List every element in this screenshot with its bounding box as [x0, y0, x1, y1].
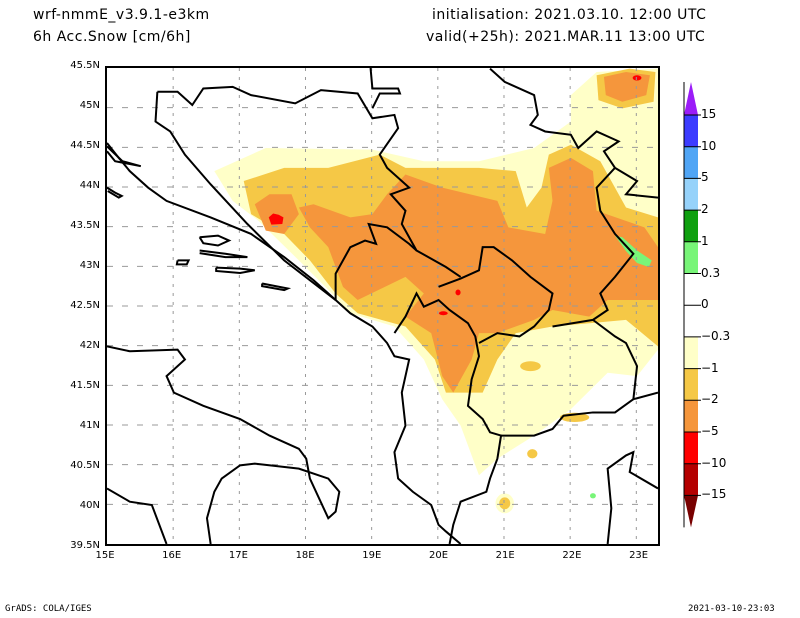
lon-label: 21E [495, 550, 515, 561]
colorbar-label: 15 [701, 107, 717, 121]
snow-area-extreme [455, 289, 461, 296]
island [107, 188, 122, 198]
colorbar-label: 10 [701, 138, 717, 153]
lat-label: 40.5N [70, 460, 100, 471]
colorbar-label: 1 [701, 233, 709, 248]
snow-map [105, 66, 660, 546]
snow-area-heavy [298, 157, 658, 393]
lat-label: 42.5N [70, 300, 100, 311]
adriatic-east-coast [107, 143, 461, 544]
colorbar-segment [684, 210, 698, 242]
island [177, 260, 189, 264]
border-serbia-hungary [371, 68, 400, 108]
snow-field [214, 68, 658, 514]
lon-label: 15E [95, 550, 115, 561]
lon-label: 17E [228, 550, 248, 561]
lon-label: 22E [562, 550, 582, 561]
colorbar-segment [684, 336, 698, 369]
colorbar-label: −2 [701, 392, 719, 407]
lat-label: 41.5N [70, 380, 100, 391]
colorbar [683, 82, 701, 528]
lat-label: 45N [79, 100, 100, 111]
border-macedonia-greece [593, 320, 658, 399]
lon-label: 16E [162, 550, 182, 561]
coastlines-borders [107, 68, 658, 544]
italy-heel-coast [107, 488, 167, 544]
colorbar-label: 2 [701, 202, 709, 217]
colorbar-label: 0.3 [701, 265, 721, 280]
lon-label: 19E [362, 550, 382, 561]
border-montenegro [336, 224, 417, 300]
snow-area-extreme [632, 75, 642, 81]
footer-timestamp: 2021-03-10-23:03 [688, 604, 775, 614]
colorbar-segment [684, 305, 698, 337]
colorbar-segment [684, 115, 698, 147]
snow-spot [499, 497, 511, 510]
border-croatia-bosnia [157, 87, 460, 277]
island [216, 268, 255, 273]
snow-area-extreme [438, 311, 448, 316]
colorbar-segment [684, 400, 698, 432]
colorbar-segment [684, 178, 698, 211]
colorbar-label: −15 [701, 487, 727, 502]
border-greece-north [501, 399, 633, 435]
snow-area-extreme [268, 213, 284, 225]
border-kosovo [439, 247, 553, 343]
colorbar-segment [684, 432, 698, 464]
lon-label: 18E [295, 550, 315, 561]
lat-label: 43.5N [70, 220, 100, 231]
model-title: wrf-nmmE_v3.9.1-e3km [33, 7, 210, 23]
snow-area-heavy-west [254, 194, 299, 234]
border-bulgaria [553, 168, 634, 327]
colorbar-segment [684, 146, 698, 179]
border-albania-north [394, 293, 501, 544]
colorbar-segment [684, 368, 698, 401]
island [262, 284, 288, 291]
footer-credit: GrADS: COLA/IGES [5, 604, 92, 614]
colorbar-arrow-top [684, 82, 698, 115]
island [200, 236, 229, 246]
init-time: initialisation: 2021.03.10. 12:00 UTC [432, 7, 707, 23]
colorbar-label: −1 [701, 360, 719, 375]
colorbar-label: 5 [701, 170, 709, 185]
italy-coast [107, 346, 339, 544]
snow-spot [527, 449, 538, 459]
colorbar-segment [684, 273, 698, 306]
lon-label: 20E [428, 550, 449, 561]
lat-label: 39.5N [70, 540, 100, 551]
border-serbia-east [490, 69, 658, 198]
colorbar-label: −10 [701, 455, 727, 470]
colorbar-arrow-bottom [684, 495, 698, 528]
colorbar-segment [684, 241, 698, 274]
colorbar-label: −0.3 [701, 328, 731, 343]
snow-spot [520, 361, 541, 372]
colorbar-label: 0 [701, 297, 709, 312]
lat-label: 44.5N [70, 140, 100, 151]
lat-label: 42N [79, 340, 100, 351]
colorbar-segment [684, 463, 698, 496]
map-canvas [107, 68, 658, 544]
field-title: 6h Acc.Snow [cm/6h] [33, 29, 191, 45]
lon-label: 23E [629, 550, 649, 561]
lat-label: 41N [79, 420, 100, 431]
lat-label: 40N [79, 500, 100, 511]
valid-time: valid(+25h): 2021.MAR.11 13:00 UTC [426, 29, 706, 45]
border-bosnia-west [156, 92, 336, 300]
lat-label: 44N [79, 180, 100, 191]
lat-label: 43N [79, 260, 100, 271]
colorbar-label: −5 [701, 424, 719, 438]
croatia-coast-islands [107, 146, 141, 166]
lat-label: 45.5N [70, 60, 100, 71]
island [200, 250, 248, 257]
greece-coast [608, 452, 658, 544]
snow-area-green [589, 493, 596, 499]
